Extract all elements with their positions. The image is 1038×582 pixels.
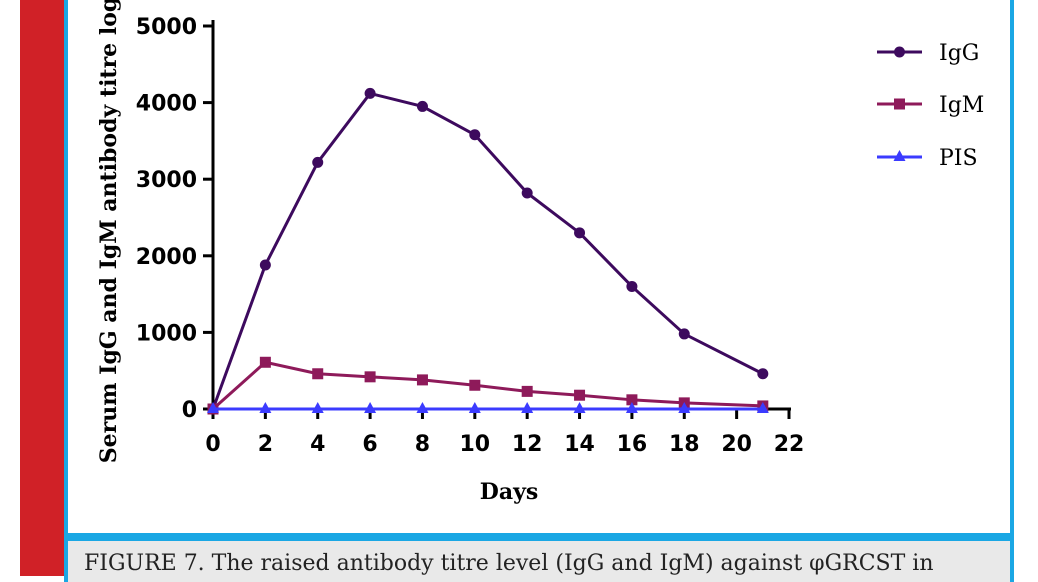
data-point-igg bbox=[312, 156, 324, 168]
series-line-igg bbox=[211, 91, 764, 410]
x-tick-label: 4 bbox=[310, 432, 325, 457]
x-tick-label: 16 bbox=[617, 432, 648, 457]
data-point-pis bbox=[468, 402, 481, 413]
data-point-igm bbox=[259, 356, 271, 368]
data-point-igg bbox=[469, 129, 481, 141]
y-tick-label: 2000 bbox=[136, 245, 197, 270]
data-point-igm bbox=[312, 368, 324, 380]
y-tick-label: 4000 bbox=[136, 92, 197, 117]
y-tick-label: 1000 bbox=[136, 321, 197, 346]
data-point-igg bbox=[626, 280, 638, 292]
data-point-igm bbox=[364, 371, 376, 383]
data-point-igg bbox=[521, 187, 533, 199]
y-axis-label: Serum IgG and IgM antibody titre log bbox=[96, 0, 122, 463]
figure-frame: 0 1000 2000 3000 4000 5000 0 2 4 6 8 10 12 14 16 18 20 22… bbox=[64, 0, 1014, 537]
legend-igm-marker bbox=[894, 98, 905, 110]
x-tick-label: 6 bbox=[362, 432, 377, 457]
data-point-igm bbox=[626, 394, 638, 406]
data-point-igg bbox=[364, 87, 376, 99]
x-tick-label: 18 bbox=[669, 432, 700, 457]
legend-pis-marker bbox=[893, 150, 906, 161]
data-point-pis bbox=[573, 402, 586, 413]
data-point-igm bbox=[574, 389, 586, 401]
legend-pis-label: PIS bbox=[939, 146, 978, 171]
x-tick-label: 2 bbox=[258, 432, 273, 457]
x-tick-label: 22 bbox=[774, 432, 805, 457]
line-chart: 0 1000 2000 3000 4000 5000 0 2 4 6 8 10 12 14 16 18 20 22… bbox=[96, 0, 984, 505]
data-point-pis bbox=[678, 402, 691, 413]
x-axis-label: Days bbox=[480, 479, 539, 505]
y-tick-label: 5000 bbox=[136, 15, 197, 40]
data-point-igm bbox=[416, 374, 428, 386]
figure-caption: FIGURE 7. The raised antibody titre leve… bbox=[84, 551, 934, 576]
red-side-bar bbox=[20, 0, 64, 576]
data-point-pis bbox=[625, 402, 638, 413]
data-point-pis bbox=[521, 402, 534, 413]
y-tick-label: 0 bbox=[182, 398, 197, 423]
x-tick-label: 10 bbox=[460, 432, 491, 457]
x-tick-label: 14 bbox=[564, 432, 595, 457]
data-point-igg bbox=[757, 368, 769, 380]
figure-caption-box: FIGURE 7. The raised antibody titre leve… bbox=[64, 537, 1014, 582]
data-point-pis bbox=[756, 402, 769, 413]
data-point-igm bbox=[469, 379, 481, 391]
data-point-pis bbox=[259, 402, 272, 413]
y-tick-label: 3000 bbox=[136, 168, 197, 193]
data-point-pis bbox=[311, 402, 324, 413]
data-point-igg bbox=[678, 328, 690, 340]
legend-igg-label: IgG bbox=[939, 41, 979, 66]
data-point-pis bbox=[207, 402, 219, 413]
x-tick-label: 0 bbox=[205, 432, 220, 457]
data-point-igg bbox=[574, 227, 586, 239]
data-point-pis bbox=[416, 402, 429, 413]
x-tick-label: 12 bbox=[512, 432, 543, 457]
x-tick-label: 8 bbox=[415, 432, 430, 457]
x-tick-label: 20 bbox=[721, 432, 752, 457]
data-point-pis bbox=[364, 402, 377, 413]
legend-igm-label: IgM bbox=[939, 93, 984, 118]
data-point-igg bbox=[259, 259, 271, 271]
data-point-igg bbox=[416, 100, 428, 112]
data-point-igm bbox=[521, 385, 533, 397]
legend-igg-marker bbox=[894, 46, 905, 58]
